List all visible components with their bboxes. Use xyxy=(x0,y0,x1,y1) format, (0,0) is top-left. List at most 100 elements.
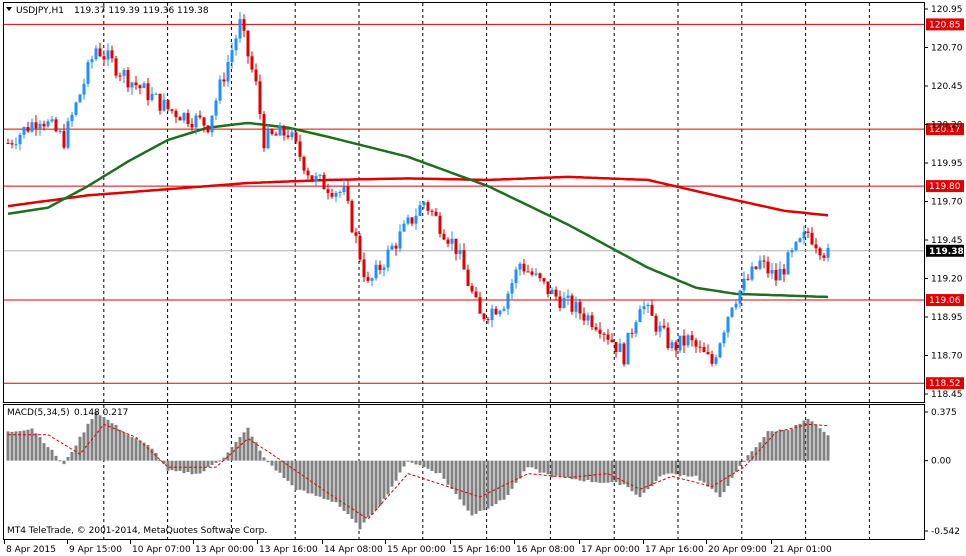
y-tick-label: 120.45 xyxy=(931,82,963,92)
macd-bar xyxy=(630,460,634,492)
y-tick-label: 118.95 xyxy=(931,313,963,323)
symbol-label: USDJPY,H1 xyxy=(16,6,64,16)
macd-bar xyxy=(726,460,730,486)
candle-bear xyxy=(622,343,626,365)
macd-bar xyxy=(610,460,614,482)
macd-bar xyxy=(130,437,134,461)
macd-bar xyxy=(370,460,374,515)
candle-bull xyxy=(566,295,570,298)
candle-bull xyxy=(618,343,622,353)
macd-bar xyxy=(258,450,262,461)
candle-bear xyxy=(34,122,38,129)
x-tick-label: 13 Apr 16:00 xyxy=(259,545,318,555)
candle-bear xyxy=(702,347,706,353)
candle-bull xyxy=(22,126,26,135)
moving-averages xyxy=(7,121,829,299)
macd-bar xyxy=(14,431,18,461)
candle-bear xyxy=(274,134,278,136)
macd-bar xyxy=(30,428,34,461)
x-tick-label: 17 Apr 00:00 xyxy=(581,545,640,555)
macd-bar xyxy=(498,460,502,501)
macd-histogram xyxy=(6,411,830,530)
level-tag xyxy=(926,123,964,136)
candle-bear xyxy=(26,126,30,132)
macd-bar xyxy=(582,460,586,482)
candle-bull xyxy=(382,267,386,270)
macd-bar xyxy=(122,432,126,461)
candle-bear xyxy=(178,117,182,121)
candle-bear xyxy=(526,271,530,273)
macd-bar xyxy=(214,460,218,463)
time-axis[interactable]: 8 Apr 2015 9 Apr 15:00 10 Apr 07:00 13 Apr … xyxy=(4,540,832,555)
candle-bull xyxy=(510,283,514,294)
macd-bar xyxy=(658,460,662,477)
candle-bull xyxy=(778,268,782,281)
macd-bar xyxy=(558,460,562,477)
macd-bar xyxy=(570,460,574,480)
macd-bar xyxy=(26,429,30,461)
candle-bear xyxy=(42,123,46,127)
candle-bear xyxy=(138,85,142,89)
candle-bull xyxy=(30,122,34,132)
macd-bar xyxy=(578,460,582,481)
candle-bull xyxy=(50,119,54,122)
macd-bar xyxy=(458,460,462,500)
macd-bar xyxy=(126,434,130,461)
candle-bear xyxy=(442,233,446,240)
level-label: 120.85 xyxy=(929,20,961,30)
macd-bar xyxy=(166,460,170,471)
macd-bar xyxy=(298,460,302,490)
candle-bear xyxy=(762,260,766,262)
candle-bear xyxy=(438,215,442,234)
level-label: 118.52 xyxy=(929,379,961,389)
macd-bar xyxy=(234,441,238,461)
triangle-down-icon[interactable] xyxy=(6,7,12,11)
candle-bear xyxy=(242,19,246,31)
macd-bar xyxy=(554,460,558,476)
candle-bull xyxy=(670,342,674,349)
macd-bar xyxy=(522,460,526,472)
candle-bull xyxy=(386,249,390,268)
candle-bear xyxy=(494,308,498,315)
candle-bull xyxy=(770,269,774,274)
macd-bar xyxy=(306,460,310,494)
candle-bull xyxy=(70,114,74,122)
macd-bar xyxy=(106,419,110,461)
macd-bar xyxy=(698,460,702,481)
macd-bar xyxy=(114,424,118,461)
candle-bear xyxy=(322,174,326,190)
macd-bar xyxy=(210,460,214,466)
candle-bear xyxy=(774,269,778,281)
macd-bar xyxy=(822,431,826,461)
price-axis[interactable]: 120.95 120.70 120.45 120.20 119.95 119.70 119.… xyxy=(924,5,963,400)
level-tag xyxy=(926,180,964,193)
candle-bear xyxy=(366,277,370,281)
x-tick-label: 20 Apr 09:00 xyxy=(708,545,767,555)
candle-bull xyxy=(290,132,294,138)
macd-bar xyxy=(18,431,22,461)
candle-bear xyxy=(246,30,250,57)
candle-bear xyxy=(818,248,822,256)
candle-bull xyxy=(734,303,738,308)
macd-bar xyxy=(410,460,414,463)
macd-bar xyxy=(326,460,330,500)
macd-bar xyxy=(806,418,810,461)
candle-bull xyxy=(642,306,646,310)
candle-bull xyxy=(634,322,638,334)
macd-bar xyxy=(634,460,638,495)
macd-bar xyxy=(626,460,630,488)
candle-bull xyxy=(318,174,322,176)
macd-bar xyxy=(250,436,254,461)
candle-bear xyxy=(10,143,14,145)
macd-bar xyxy=(738,460,742,466)
candle-bear xyxy=(606,334,610,340)
macd-bar xyxy=(402,460,406,467)
candle-bear xyxy=(674,342,678,351)
macd-bar xyxy=(762,437,766,461)
candle-bear xyxy=(202,117,206,126)
macd-bar xyxy=(398,460,402,473)
macd-bar xyxy=(206,460,210,468)
macd-bar xyxy=(266,460,270,463)
macd-bar xyxy=(826,435,830,461)
